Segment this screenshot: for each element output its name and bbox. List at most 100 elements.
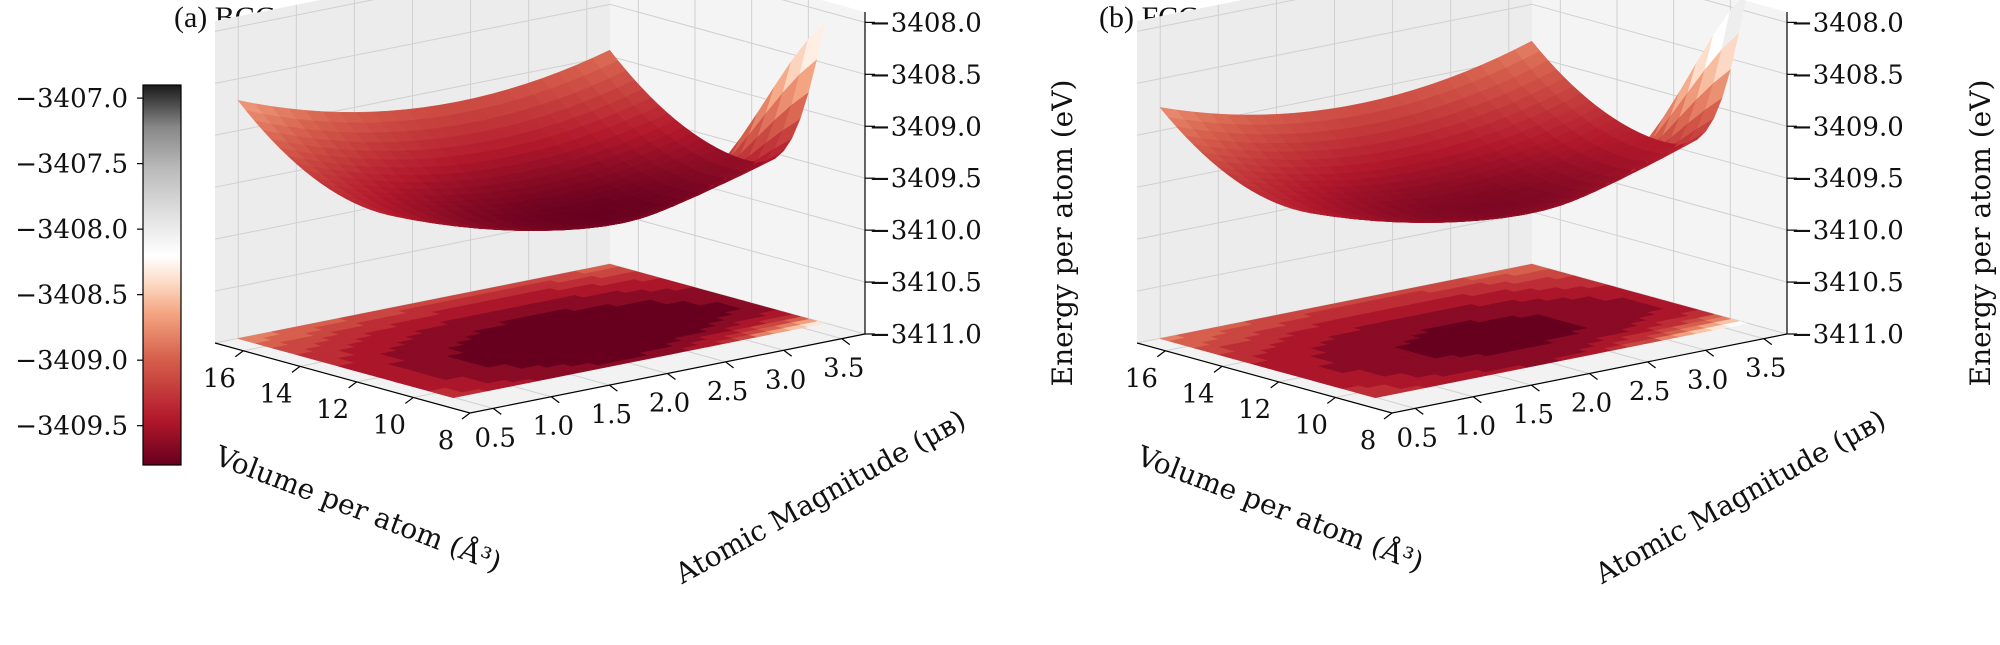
z-tick-label: −3408.0	[1791, 8, 1904, 38]
z-tick-label: −3408.0	[869, 8, 982, 38]
axis-line	[1472, 396, 1482, 404]
gridline	[1703, 0, 1788, 23]
gridline	[609, 211, 866, 283]
axis-line	[1270, 381, 1280, 389]
colorbar-tick-label: −3408.0	[15, 215, 128, 245]
z-tick-label: −3409.0	[1791, 112, 1904, 142]
colorbar-tick-label: −3409.5	[15, 412, 128, 442]
x-axis-label: Volume per atom (Å³)	[1132, 439, 1428, 579]
gridline	[609, 55, 866, 127]
z-tick-label: −3410.0	[1791, 216, 1904, 246]
axis-line	[1589, 373, 1598, 380]
colorbar-tick-label: −3407.0	[15, 84, 128, 114]
colorbar-bar	[142, 84, 182, 466]
gridline	[1531, 3, 1788, 75]
z-tick-label: −3409.5	[869, 164, 982, 194]
x-tick-label: 10	[373, 410, 406, 440]
axis-line	[1383, 412, 1393, 420]
axis-line	[1763, 338, 1773, 346]
z-tick-label: −3410.5	[1791, 268, 1904, 298]
z-tick-label: −3409.5	[1791, 164, 1904, 194]
x-tick-label: 10	[1295, 410, 1328, 440]
axis-ticks: 16 14 12 10 8 3.5 3.0 2.5 2.0 1.5 1.0 0.5 −3408.0 −34…	[203, 8, 982, 456]
gridline	[1531, 263, 1788, 335]
y-tick-label: 3.5	[1745, 354, 1786, 384]
axis-line	[1531, 384, 1540, 392]
x-tick-label: 14	[259, 379, 292, 409]
axis-line	[1156, 350, 1166, 358]
contour-projection	[1159, 263, 1748, 399]
axis-ticks: 16 14 12 10 8 3.5 3.0 2.5 2.0 1.5 1.0 0.5 −3408.0 −34…	[1125, 8, 1904, 456]
colorbar-ticks: −3407.0 −3407.5 −3408.0 −3408.5 −3409.0 −3409…	[15, 84, 143, 442]
axis-line	[667, 373, 676, 380]
panel-bcc-fe: (a) BCC-Fe 1614121083.53.02.52.01.51.00.…	[174, 0, 1079, 591]
y-tick-label: 3.0	[1687, 365, 1728, 395]
y-tick-label: 3.5	[823, 354, 864, 384]
colorbar-tick-label: −3409.0	[15, 346, 128, 376]
contour-projection	[237, 263, 826, 399]
energy-surface	[237, 22, 826, 231]
gridline	[1136, 3, 1533, 84]
axis-line	[492, 407, 502, 415]
gridline	[1531, 55, 1788, 127]
y-tick-label: 3.0	[765, 365, 806, 395]
axis-line	[550, 396, 560, 404]
axis-line	[214, 342, 471, 414]
x-tick-label: 12	[316, 395, 349, 425]
gridline	[609, 263, 866, 335]
surface-facet	[1721, 0, 1746, 50]
z-tick-label: −3411.0	[1791, 320, 1904, 350]
gridline	[214, 0, 375, 32]
axis-line	[1213, 365, 1223, 373]
colorbar-tick-label: −3408.5	[15, 281, 128, 311]
panel-fcc-fe: (b) FCC-Fe 1614121083.53.02.52.01.51.00.…	[1099, 0, 1997, 591]
z-tick-label: −3410.5	[869, 268, 982, 298]
z-tick-label: −3410.0	[869, 216, 982, 246]
z-tick-label: −3409.0	[869, 112, 982, 142]
y-tick-label: 0.5	[475, 423, 516, 453]
y-tick-label: 1.5	[591, 400, 632, 430]
gridline	[214, 3, 611, 84]
x-axis-label: Volume per atom (Å³)	[210, 439, 506, 579]
z-tick-label: −3408.5	[869, 60, 982, 90]
x-tick-label: 12	[1238, 395, 1271, 425]
axis-line	[841, 338, 851, 346]
axis-line	[1705, 349, 1715, 357]
axis-line	[725, 361, 734, 369]
gridline	[609, 3, 866, 75]
gridline	[1136, 211, 1533, 292]
colorbar-tick-label: −3407.5	[15, 150, 128, 180]
x-tick-label: 16	[203, 364, 236, 394]
y-tick-label: 2.0	[649, 389, 690, 419]
x-tick-label: 16	[1125, 364, 1158, 394]
contour-cell	[1514, 263, 1541, 271]
y-tick-label: 0.5	[1397, 423, 1438, 453]
energy-surface	[1159, 0, 1746, 223]
x-tick-label: 8	[1360, 426, 1377, 456]
axis-line	[461, 412, 471, 420]
axis-line	[1414, 407, 1424, 415]
axis-line	[291, 365, 301, 373]
z-tick-label: −3411.0	[869, 320, 982, 350]
axis-line	[348, 381, 358, 389]
gridline	[781, 0, 866, 23]
y-tick-label: 1.5	[1513, 400, 1554, 430]
axis-line	[1136, 342, 1393, 414]
gridline	[1531, 211, 1788, 283]
y-axis-label: Atomic Magnitude (μʙ)	[669, 403, 972, 591]
y-tick-label: 2.5	[707, 377, 748, 407]
axis-line	[404, 396, 414, 404]
gridline	[1136, 0, 1297, 32]
colorbar: −3407.0 −3407.5 −3408.0 −3408.5 −3409.0 −3409…	[15, 84, 182, 466]
axis-line	[1326, 396, 1336, 404]
axis-line	[234, 350, 244, 358]
z-axis-label: Energy per atom (eV)	[1046, 80, 1079, 387]
y-tick-label: 1.0	[533, 412, 574, 442]
axis-line	[1647, 361, 1656, 369]
axis-line	[783, 349, 793, 357]
x-tick-label: 14	[1181, 379, 1214, 409]
z-tick-label: −3408.5	[1791, 60, 1904, 90]
y-tick-label: 2.0	[1571, 389, 1612, 419]
contour-cell	[592, 263, 619, 271]
